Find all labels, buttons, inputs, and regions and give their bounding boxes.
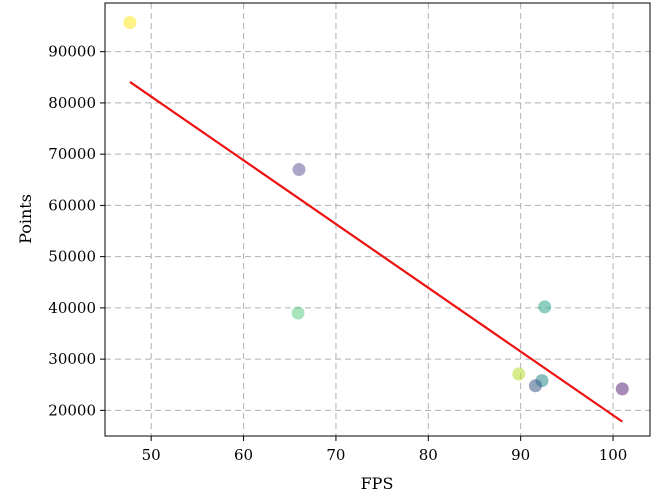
y-tick-label: 40000 (48, 299, 96, 317)
y-tick-label: 20000 (48, 401, 96, 419)
y-tick-label: 90000 (48, 43, 96, 61)
data-point (292, 163, 306, 177)
data-point (615, 382, 629, 396)
grid-lines (105, 3, 650, 436)
y-tick-label: 60000 (48, 196, 96, 214)
x-axis-ticks: 50 60 70 80 90 100 (142, 436, 628, 464)
data-point (291, 306, 305, 320)
trendline-layer (129, 81, 623, 423)
plot-frame (104, 2, 651, 437)
y-tick-label: 50000 (48, 248, 96, 266)
x-tick-label: 70 (326, 446, 345, 464)
x-tick-label: 60 (234, 446, 253, 464)
data-points (123, 15, 629, 396)
x-tick-label: 80 (419, 446, 438, 464)
y-tick-label: 80000 (48, 94, 96, 112)
y-tick-label: 70000 (48, 145, 96, 163)
x-axis-label: FPS (361, 474, 394, 493)
x-tick-label: 100 (599, 446, 628, 464)
data-point (528, 379, 542, 393)
data-point (123, 15, 137, 29)
x-tick-label: 50 (142, 446, 161, 464)
y-tick-label: 30000 (48, 350, 96, 368)
x-tick-label: 90 (511, 446, 530, 464)
data-point (512, 367, 526, 381)
trendline (129, 81, 623, 423)
y-axis-label: Points (16, 194, 35, 244)
data-point (538, 300, 552, 314)
y-axis-ticks: 20000 30000 40000 50000 60000 70000 80000 90000 (48, 43, 105, 419)
